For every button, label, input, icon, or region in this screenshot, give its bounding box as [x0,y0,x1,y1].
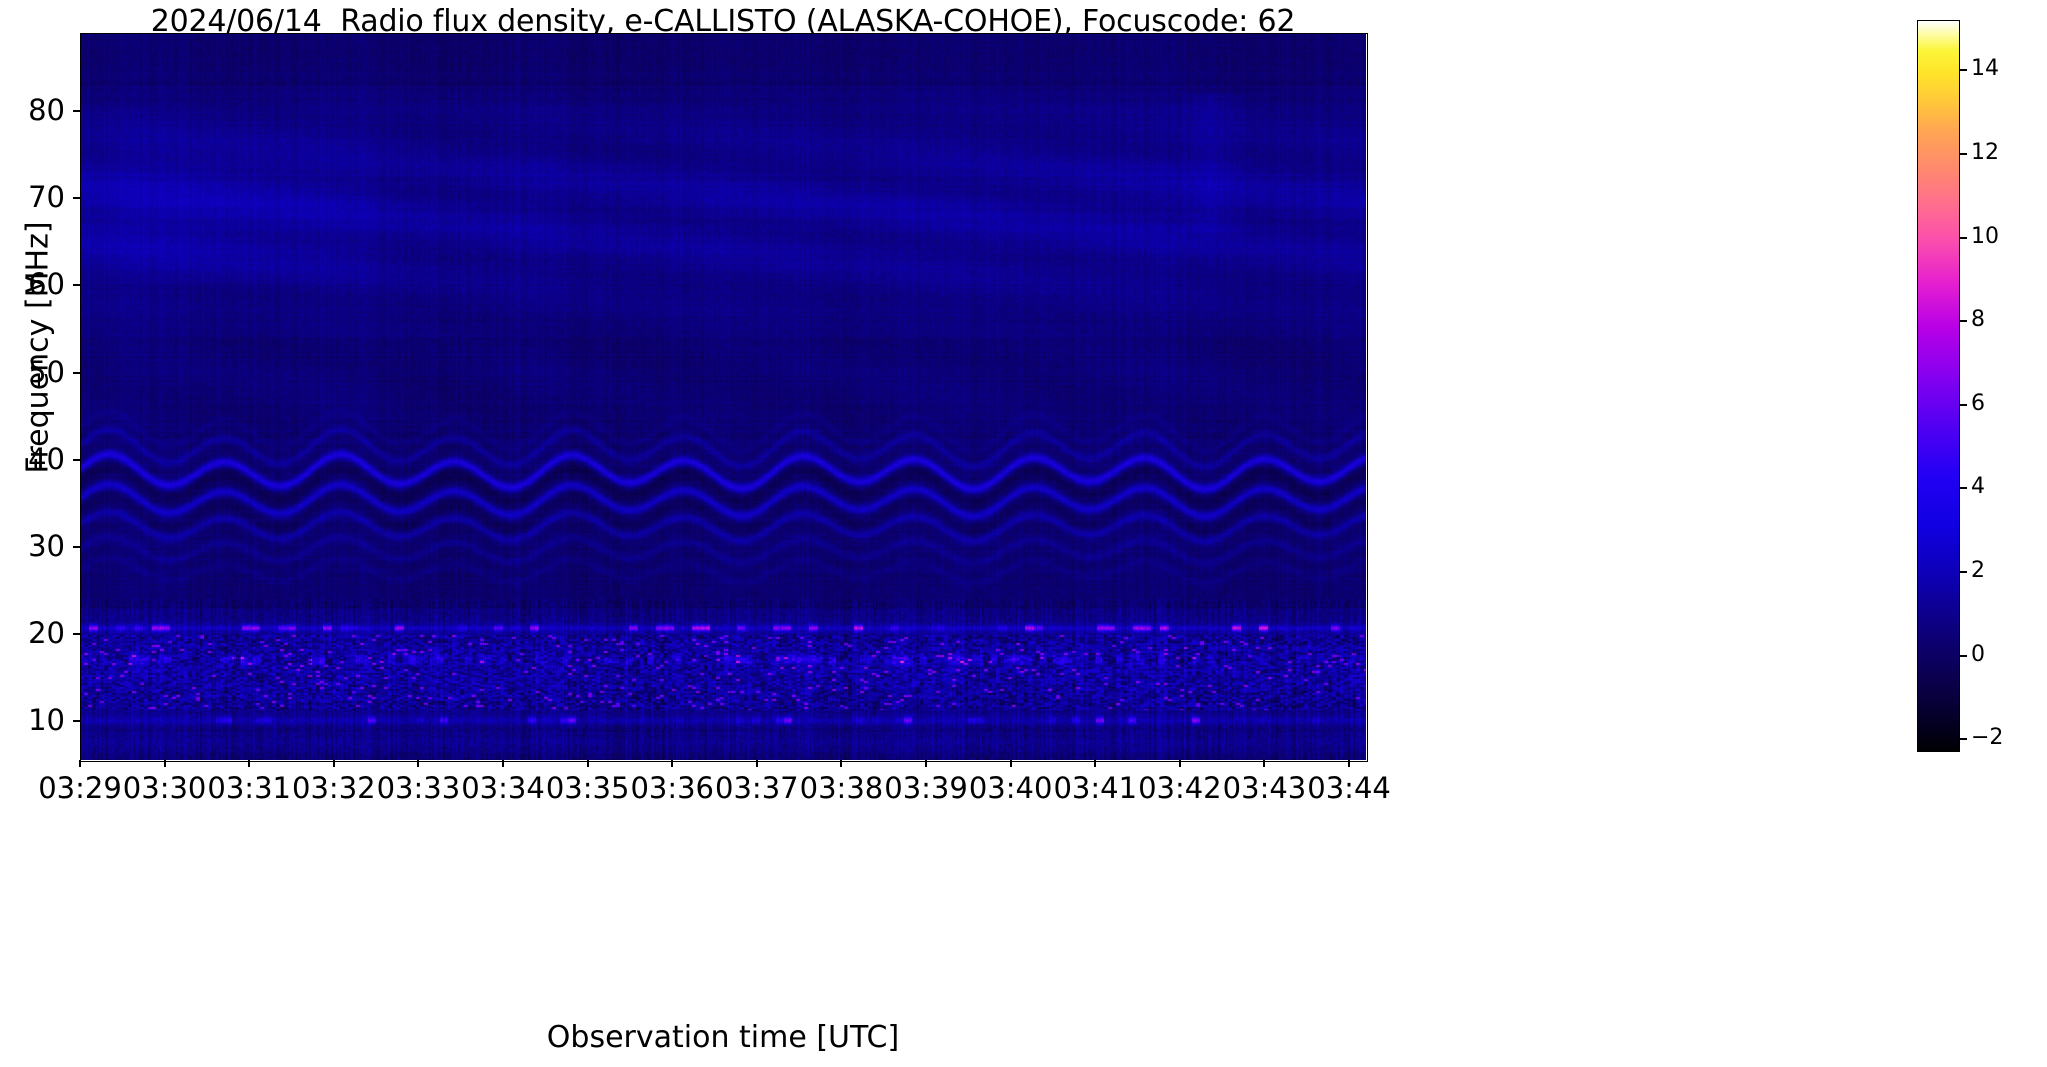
y-tick-mark [73,284,80,287]
y-tick-mark [73,545,80,548]
colorbar-tick-mark [1960,654,1967,657]
x-tick-label: 03:33 [376,771,461,805]
y-tick-label: 60 [28,267,65,302]
x-tick-mark [417,760,420,767]
y-tick-label: 20 [28,615,65,650]
colorbar-tick-label: 0 [1971,641,1985,667]
x-tick-label: 03:39 [884,771,968,805]
y-tick-label: 80 [28,93,65,128]
spectrogram-plot-area [80,33,1366,760]
x-tick-label: 03:35 [545,771,630,805]
spectrogram-image [80,33,1366,760]
colorbar-tick-mark [1960,738,1967,741]
x-tick-mark [1009,760,1012,767]
x-tick-label: 03:32 [292,771,376,805]
colorbar-tick-mark [1960,320,1967,323]
x-tick-label: 03:44 [1307,771,1391,805]
x-tick-label: 03:36 [630,771,715,805]
y-tick-label: 30 [28,528,65,563]
x-tick-mark [332,760,335,767]
x-tick-label: 03:37 [715,771,799,805]
colorbar-tick-label: 12 [1971,139,1999,165]
x-tick-mark [925,760,928,767]
y-tick-mark [73,371,80,374]
colorbar-tick-label: 6 [1971,390,1985,416]
colorbar-tick-label: 10 [1971,223,1999,249]
y-tick-mark [73,632,80,635]
x-tick-mark [79,760,81,767]
x-tick-label: 03:31 [207,771,291,805]
x-axis-label: Observation time [UTC] [546,1020,900,1055]
x-tick-mark [1263,760,1266,767]
x-tick-label: 03:43 [1222,771,1307,805]
colorbar-tick-mark [1960,69,1967,72]
x-tick-mark [586,760,589,767]
colorbar-tick-mark [1960,236,1967,239]
colorbar-tick-label: 4 [1971,474,1985,500]
y-tick-label: 70 [28,180,65,215]
x-tick-mark [248,760,251,767]
x-tick-mark [1178,760,1181,767]
colorbar-tick-label: 2 [1971,558,1985,584]
x-tick-mark [755,760,758,767]
y-tick-mark [73,458,80,461]
x-tick-label: 03:34 [461,771,545,805]
x-tick-mark [163,760,166,767]
y-tick-mark [73,719,80,722]
y-tick-label: 50 [28,354,65,389]
x-tick-mark [840,760,843,767]
colorbar-tick-mark [1960,487,1967,490]
x-tick-label: 03:42 [1138,771,1222,805]
y-tick-label: 40 [28,441,65,476]
x-tick-label: 03:40 [968,771,1053,805]
x-tick-label: 03:41 [1053,771,1138,805]
colorbar-tick-label: −2 [1971,725,2004,751]
colorbar [1917,20,1960,752]
x-tick-mark [1348,760,1351,767]
colorbar-tick-mark [1960,403,1967,406]
y-tick-mark [73,110,80,113]
x-tick-mark [502,760,505,767]
y-tick-label: 10 [28,702,65,737]
x-tick-label: 03:30 [122,771,207,805]
x-tick-mark [1094,760,1097,767]
x-tick-mark [671,760,674,767]
colorbar-tick-label: 14 [1971,56,1999,82]
colorbar-tick-label: 8 [1971,307,1985,333]
colorbar-tick-mark [1960,152,1967,155]
colorbar-tick-mark [1960,571,1967,574]
x-tick-label: 03:38 [799,771,884,805]
x-tick-label: 03:29 [38,771,122,805]
y-tick-mark [73,197,80,200]
